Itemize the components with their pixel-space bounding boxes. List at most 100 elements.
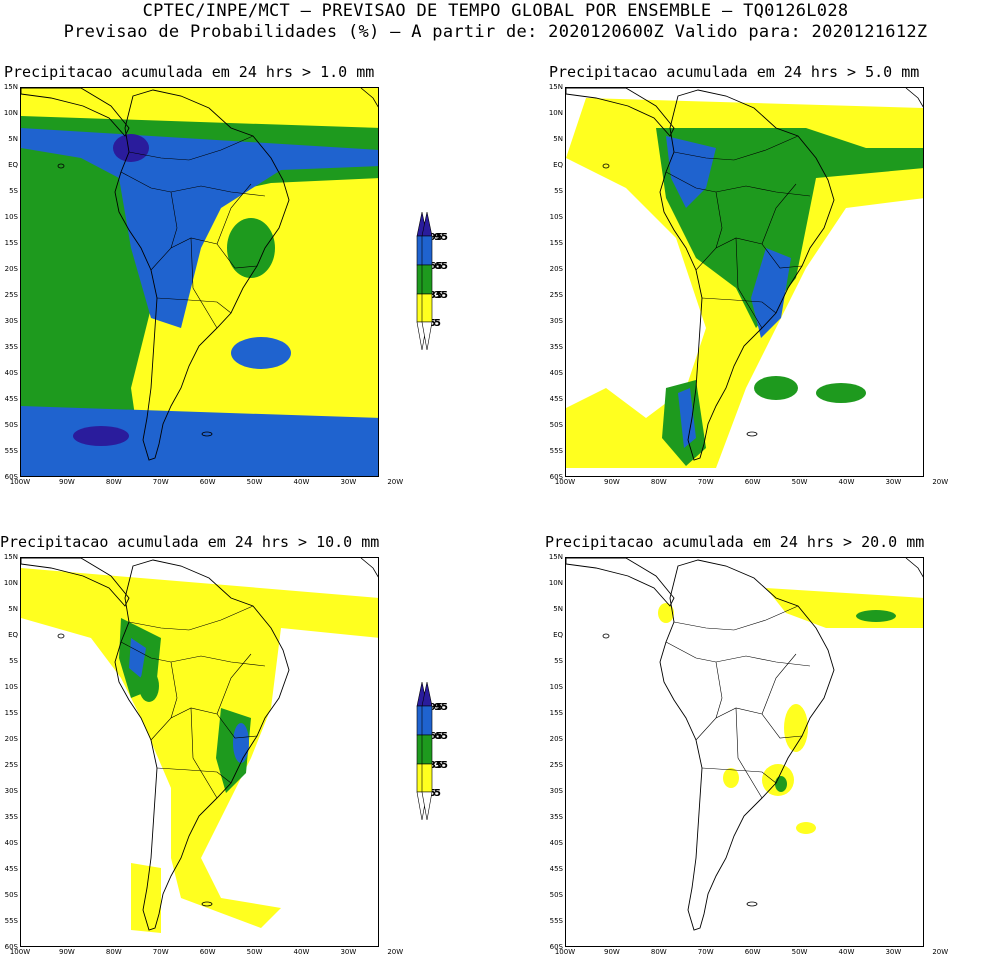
latitude-label: 40S — [549, 839, 563, 847]
country-border — [120, 641, 266, 667]
latitude-label: 60S — [4, 473, 18, 481]
country-border — [170, 661, 178, 719]
latitude-label: 25S — [4, 291, 18, 299]
probability-area — [233, 723, 249, 763]
latitude-label: 5N — [8, 605, 18, 613]
island — [746, 901, 758, 907]
country-border — [156, 297, 232, 314]
longitude-label: 60W — [744, 948, 761, 956]
country-border — [170, 191, 178, 249]
longitude-label: 50W — [246, 948, 263, 956]
latitude-label: 25S — [4, 761, 18, 769]
latitude-label: 20S — [549, 735, 563, 743]
latitude-label: 10N — [548, 579, 563, 587]
island — [57, 163, 65, 169]
latitude-label: 5S — [554, 187, 563, 195]
legend-level-label: 95 — [434, 702, 448, 713]
country-border — [673, 605, 799, 631]
longitude-label: 40W — [293, 478, 310, 486]
longitude-label: 60W — [199, 478, 216, 486]
probability-area — [796, 822, 816, 834]
country-border — [701, 297, 777, 314]
longitude-label: 50W — [791, 948, 808, 956]
latitude-label: 15N — [548, 553, 563, 561]
probability-area — [678, 388, 696, 448]
latitude-label: 10S — [549, 213, 563, 221]
latitude-label: 5S — [9, 657, 18, 665]
latitude-label: 5S — [554, 657, 563, 665]
longitude-label: 30W — [340, 478, 357, 486]
latitude-label: 15S — [4, 239, 18, 247]
latitude-label: 50S — [4, 891, 18, 899]
country-border — [735, 707, 763, 799]
longitude-label: 80W — [105, 478, 122, 486]
country-border — [120, 171, 266, 197]
legend-level-label: 5 — [434, 318, 441, 329]
legend-level-label: 65 — [434, 731, 448, 742]
latitude-label: 50S — [549, 421, 563, 429]
latitude-label: 30S — [549, 787, 563, 795]
latitude-label: 10S — [549, 683, 563, 691]
legend-level-label: 95 — [429, 702, 443, 713]
latitude-label: 45S — [4, 865, 18, 873]
probability-area — [666, 136, 716, 208]
longitude-label: 80W — [105, 948, 122, 956]
probability-area — [856, 610, 896, 622]
latitude-label: EQ — [553, 631, 563, 639]
country-border — [673, 135, 799, 161]
latitude-label: 30S — [549, 317, 563, 325]
probability-map — [565, 557, 924, 947]
legend-swatch-95 — [421, 681, 433, 707]
latitude-label: EQ — [553, 161, 563, 169]
longitude-label: 30W — [340, 948, 357, 956]
probability-area — [816, 383, 866, 403]
longitude-label: 100W — [554, 948, 576, 956]
probability-area — [21, 116, 378, 468]
legend-level-label: 95 — [429, 232, 443, 243]
legend-level-label: 65 — [434, 261, 448, 272]
country-border — [190, 707, 218, 799]
panel-title: Precipitacao acumulada em 24 hrs > 20.0 … — [545, 533, 925, 551]
legend-level-label: 65 — [429, 261, 443, 272]
legend-swatch-0 — [421, 321, 433, 351]
latitude-label: 20S — [549, 265, 563, 273]
latitude-label: 35S — [4, 813, 18, 821]
probability-area — [129, 638, 146, 678]
coastline — [114, 559, 290, 931]
legend-swatch-35 — [421, 734, 433, 765]
longitude-label: 20W — [387, 478, 404, 486]
island — [201, 431, 213, 437]
latitude-label: 35S — [549, 343, 563, 351]
probability-area — [231, 337, 291, 369]
longitude-label: 20W — [932, 948, 949, 956]
legend-level-label: 35 — [429, 760, 443, 771]
latitude-label: 20S — [4, 735, 18, 743]
country-border — [665, 641, 811, 667]
longitude-label: 60W — [744, 478, 761, 486]
country-border — [695, 707, 803, 741]
latitude-label: 40S — [4, 369, 18, 377]
latitude-label: 5S — [9, 187, 18, 195]
country-border — [216, 653, 252, 715]
latitude-label: 35S — [4, 343, 18, 351]
probability-map — [565, 87, 924, 477]
country-border — [156, 767, 232, 784]
longitude-label: 50W — [791, 478, 808, 486]
header-line-2: Previsao de Probabilidades (%) – A parti… — [63, 22, 928, 42]
latitude-label: 15N — [3, 83, 18, 91]
legend-swatch-65 — [421, 235, 433, 266]
latitude-label: 15S — [549, 239, 563, 247]
probability-area — [21, 128, 378, 328]
longitude-label: 30W — [885, 948, 902, 956]
longitude-label: 100W — [554, 478, 576, 486]
country-border — [150, 707, 258, 741]
legend-level-label: 95 — [434, 232, 448, 243]
latitude-label: EQ — [8, 631, 18, 639]
longitude-label: 40W — [838, 948, 855, 956]
country-border — [735, 237, 763, 329]
longitude-label: 100W — [9, 948, 31, 956]
latitude-label: 5N — [553, 135, 563, 143]
longitude-label: 90W — [58, 948, 75, 956]
probability-area — [658, 603, 674, 623]
probability-area — [21, 406, 378, 476]
